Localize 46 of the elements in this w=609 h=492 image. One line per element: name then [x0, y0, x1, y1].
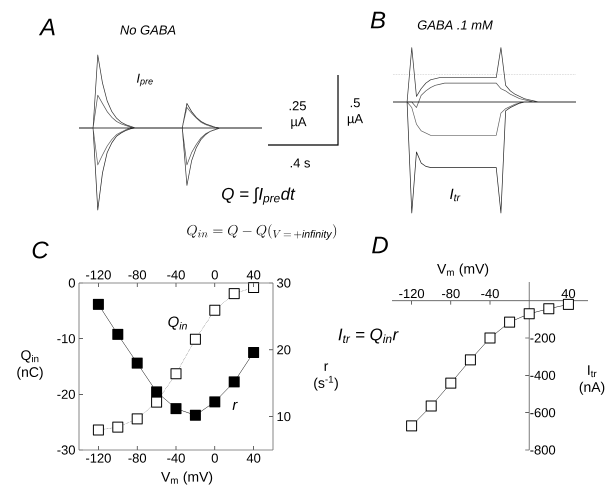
y-tick-label: -10: [57, 334, 75, 344]
y2-axis-title: r (s$^{-1}$): [314, 363, 338, 391]
chart-title: No GABA: [120, 25, 176, 35]
text: C: [32, 242, 49, 258]
x-tick-label: 0: [212, 454, 218, 463]
text: D: [372, 236, 388, 254]
y-tick-label: -600: [530, 408, 556, 418]
y-axis-title: I$_{tr}$ (nA): [580, 365, 604, 395]
x-tick-label: 40: [246, 454, 260, 463]
x-axis-title: V$_{m}$ (mV): [161, 472, 212, 484]
y-tick-label: -30: [57, 445, 75, 455]
annotation: I$_{pre}$: [136, 74, 153, 86]
x-axis-title: V$_{m}$ (mV): [437, 264, 488, 276]
text: B: [370, 12, 386, 28]
text: $Q_{in} = Q - Q(_{V\,=\,+\mathit{infinity}})$: [187, 224, 336, 240]
x2-tick-label: -80: [128, 270, 146, 280]
text: .4 s: [290, 158, 310, 168]
y-tick-label: -20: [57, 390, 75, 399]
x2-tick-label: 0: [212, 270, 218, 280]
y-axis-title: Q$_{in}$ (nC): [17, 350, 43, 380]
x-tick-label: -40: [481, 288, 499, 298]
x-tick-label: -120: [86, 454, 111, 463]
text: .5 µA: [348, 98, 364, 126]
y-tick-label: -400: [530, 370, 556, 380]
y-tick-label: 0: [68, 278, 75, 288]
y-tick-label: -200: [530, 333, 556, 343]
y2-tick-label: 30: [277, 278, 290, 288]
series-label: Q$_{in}$: [168, 316, 187, 330]
x2-tick-label: 40: [246, 270, 260, 280]
x-tick-label: -80: [442, 288, 460, 298]
y2-tick-label: 10: [278, 412, 290, 422]
x-tick-label: -120: [399, 288, 424, 298]
x2-tick-label: -120: [86, 270, 111, 280]
series-label: r: [232, 402, 238, 410]
x2-tick-label: -40: [167, 270, 185, 280]
annotation: I$_{tr}$: [450, 188, 460, 202]
x-tick-label: 40: [562, 288, 576, 298]
x-tick-label: -80: [128, 454, 146, 463]
text: .25 µA: [290, 101, 306, 129]
x-tick-label: -40: [167, 454, 185, 463]
annotation: Q = ∫I$_{pre}$dt: [222, 187, 296, 205]
y2-tick-label: 20: [277, 345, 290, 354]
y-tick-label: -800: [530, 445, 556, 455]
text: A: [38, 18, 55, 36]
annotation: I$_{tr}$ = Q$_{in}$r: [338, 328, 399, 344]
chart-title: GABA .1 mM: [418, 20, 493, 30]
